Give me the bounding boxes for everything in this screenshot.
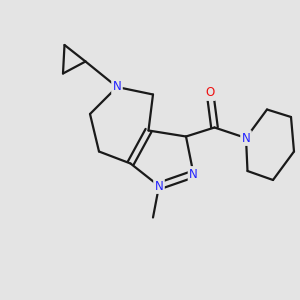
Text: N: N — [242, 131, 250, 145]
Text: O: O — [206, 86, 214, 100]
Text: N: N — [154, 179, 164, 193]
Text: N: N — [112, 80, 122, 94]
Text: N: N — [189, 167, 198, 181]
